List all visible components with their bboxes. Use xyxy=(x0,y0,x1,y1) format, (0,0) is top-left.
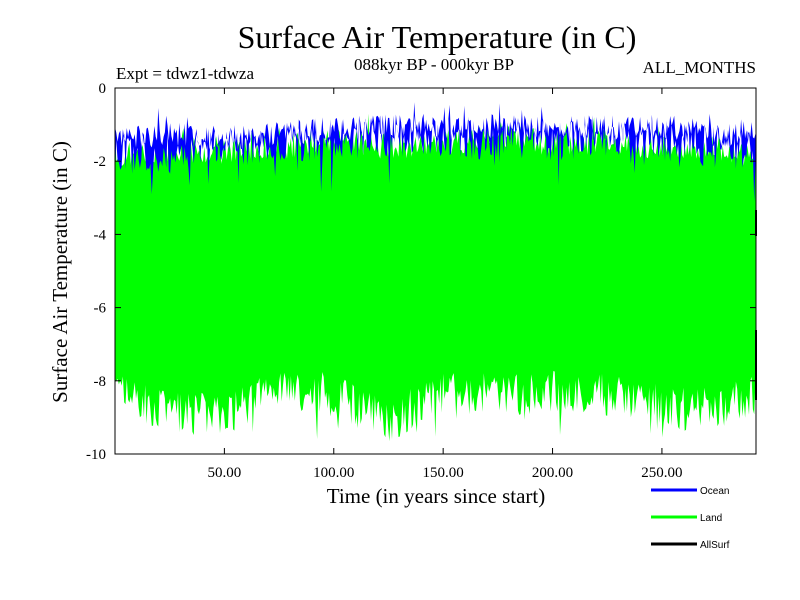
legend-label: Ocean xyxy=(700,486,729,497)
period-label: ALL_MONTHS xyxy=(643,58,756,77)
x-tick-label: 50.00 xyxy=(208,465,242,481)
y-tick-label: -4 xyxy=(94,227,107,243)
y-tick-label: 0 xyxy=(99,81,107,97)
series-land xyxy=(115,113,756,442)
legend-item-ocean: Ocean xyxy=(651,486,729,497)
y-tick-label: -8 xyxy=(94,374,107,390)
legend-item-land: Land xyxy=(651,513,722,524)
y-axis-label: Surface Air Temperature (in C) xyxy=(48,141,72,403)
y-tick-label: -2 xyxy=(94,154,107,170)
plot-frame xyxy=(114,87,757,455)
legend: Ocean Land AllSurf xyxy=(651,486,730,551)
x-axis-label: Time (in years since start) xyxy=(327,484,546,508)
x-tick-label: 250.00 xyxy=(641,465,682,481)
series-layer xyxy=(115,102,756,442)
chart-subtitle: 088kyr BP - 000kyr BP xyxy=(354,55,514,74)
series-band-ocean xyxy=(115,102,756,202)
y-tick-label: -10 xyxy=(86,447,106,463)
series-ocean xyxy=(115,102,756,202)
series-band-land xyxy=(115,113,756,442)
legend-item-allsurf: AllSurf xyxy=(651,540,730,551)
x-tick-label: 100.00 xyxy=(313,465,354,481)
x-tick-label: 150.00 xyxy=(423,465,464,481)
legend-label: AllSurf xyxy=(700,540,730,551)
experiment-label: Expt = tdwz1-tdwza xyxy=(116,64,254,83)
chart-title: Surface Air Temperature (in C) xyxy=(238,19,637,55)
y-tick-label: -6 xyxy=(94,301,107,317)
axes-layer: 50.00 100.00 150.00 200.00 250.00 0 -2 -4 -6 -8 -1… xyxy=(86,81,757,481)
legend-label: Land xyxy=(700,513,722,524)
x-tick-label: 200.00 xyxy=(532,465,573,481)
